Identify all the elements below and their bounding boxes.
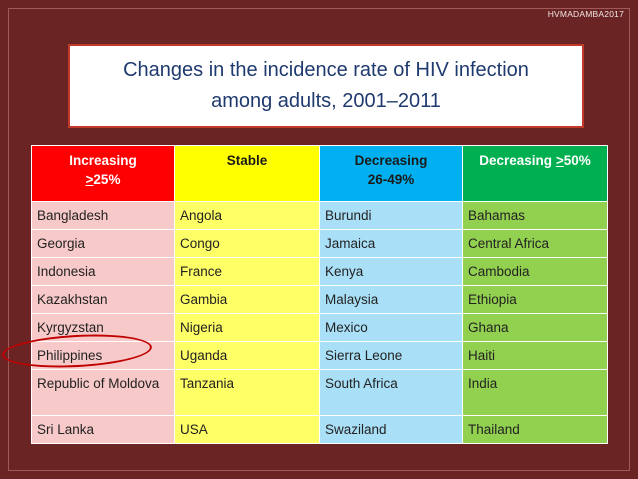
table-row: Georgia Congo Jamaica Central Africa [31,229,608,258]
header-increasing-threshold: >25% [36,170,170,189]
header-stable: Stable [174,145,320,202]
title-box: Changes in the incidence rate of HIV inf… [68,44,584,128]
cell-increasing: Philippines [31,341,175,370]
cell-decreasing-50: Ghana [462,313,608,342]
header-decreasing-50-label: Decreasing [479,153,556,168]
cell-decreasing-50: Bahamas [462,201,608,230]
watermark: HVMADAMBA2017 [547,9,624,19]
gte-symbol: > [555,153,564,168]
table-row: Indonesia France Kenya Cambodia [31,257,608,286]
table-row: Kazakhstan Gambia Malaysia Ethiopia [31,285,608,314]
cell-increasing: Republic of Moldova [31,369,175,416]
header-increasing-percent: 25% [93,172,121,187]
cell-stable: Nigeria [174,313,320,342]
cell-stable: Uganda [174,341,320,370]
gte-symbol: > [85,172,94,187]
cell-stable: France [174,257,320,286]
cell-increasing: Kazakhstan [31,285,175,314]
header-increasing-label: Increasing [69,153,137,168]
cell-stable: Gambia [174,285,320,314]
title-line-1: Changes in the incidence rate of HIV inf… [123,59,529,81]
cell-decreasing-50: Cambodia [462,257,608,286]
table-row: Bangladesh Angola Burundi Bahamas [31,201,608,230]
cell-decreasing-50: Ethiopia [462,285,608,314]
cell-increasing: Bangladesh [31,201,175,230]
header-decreasing: Decreasing 26-49% [319,145,463,202]
cell-stable: Congo [174,229,320,258]
cell-increasing: Indonesia [31,257,175,286]
cell-increasing: Sri Lanka [31,415,175,444]
cell-decreasing-50: Haiti [462,341,608,370]
cell-decreasing: South Africa [319,369,463,416]
table-row: Kyrgyzstan Nigeria Mexico Ghana [31,313,608,342]
table-row: Republic of Moldova Tanzania South Afric… [31,369,608,416]
cell-decreasing-50: India [462,369,608,416]
cell-decreasing-50: Thailand [462,415,608,444]
cell-decreasing: Kenya [319,257,463,286]
cell-decreasing: Swaziland [319,415,463,444]
hiv-incidence-table: Increasing >25% Stable Decreasing 26-49%… [31,145,608,444]
cell-decreasing: Burundi [319,201,463,230]
cell-decreasing: Malaysia [319,285,463,314]
cell-stable: Angola [174,201,320,230]
header-stable-label: Stable [226,153,268,168]
cell-increasing: Georgia [31,229,175,258]
header-decreasing-label: Decreasing [354,153,428,168]
header-row: Increasing >25% Stable Decreasing 26-49%… [31,145,608,202]
title-line-2: among adults, 2001–2011 [211,90,441,112]
cell-decreasing: Mexico [319,313,463,342]
header-decreasing-range: 26-49% [367,172,415,187]
table-row: Sri Lanka USA Swaziland Thailand [31,415,608,444]
cell-decreasing: Jamaica [319,229,463,258]
cell-stable: USA [174,415,320,444]
cell-stable: Tanzania [174,369,320,416]
header-decreasing-50-percent: 50% [563,153,591,168]
cell-decreasing-50: Central Africa [462,229,608,258]
header-decreasing-50: Decreasing >50% [462,145,608,202]
header-increasing: Increasing >25% [31,145,175,202]
cell-decreasing: Sierra Leone [319,341,463,370]
